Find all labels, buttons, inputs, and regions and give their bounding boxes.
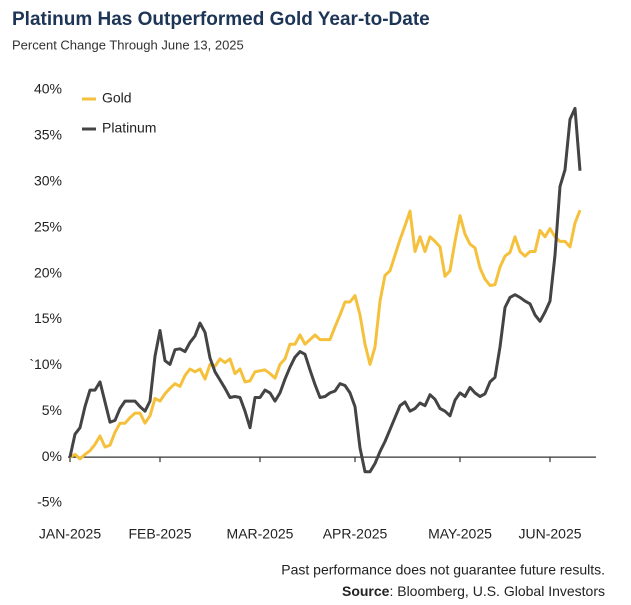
x-tick-label: JUN-2025 — [518, 526, 581, 542]
series-line — [69, 209, 582, 461]
footnote: Past performance does not guarantee futu… — [281, 562, 605, 578]
y-tick-label: `10% — [29, 356, 62, 372]
chart-title: Platinum Has Outperformed Gold Year-to-D… — [12, 9, 430, 30]
source: Source: Bloomberg, U.S. Global Investors — [342, 583, 605, 599]
legend-label: Gold — [102, 90, 132, 106]
x-tick-label: MAR-2025 — [227, 526, 294, 542]
y-tick-label: 20% — [34, 264, 62, 280]
legend-label: Platinum — [102, 120, 156, 136]
y-tick-label: 5% — [42, 402, 62, 418]
y-tick-label: 15% — [34, 310, 62, 326]
source-text: : Bloomberg, U.S. Global Investors — [389, 583, 605, 599]
x-tick-label: MAY-2025 — [428, 526, 492, 542]
y-tick-label: 35% — [34, 127, 62, 143]
y-tick-label: -5% — [37, 494, 62, 510]
source-label: Source — [342, 583, 390, 599]
x-tick-label: FEB-2025 — [128, 526, 191, 542]
y-tick-label: 40% — [34, 81, 62, 97]
y-tick-label: 0% — [42, 448, 62, 464]
series-line — [68, 106, 582, 474]
chart-subtitle: Percent Change Through June 13, 2025 — [12, 37, 244, 52]
y-tick-label: 30% — [34, 172, 62, 188]
y-tick-label: 25% — [34, 218, 62, 234]
x-tick-label: JAN-2025 — [39, 526, 101, 542]
x-tick-label: APR-2025 — [323, 526, 388, 542]
